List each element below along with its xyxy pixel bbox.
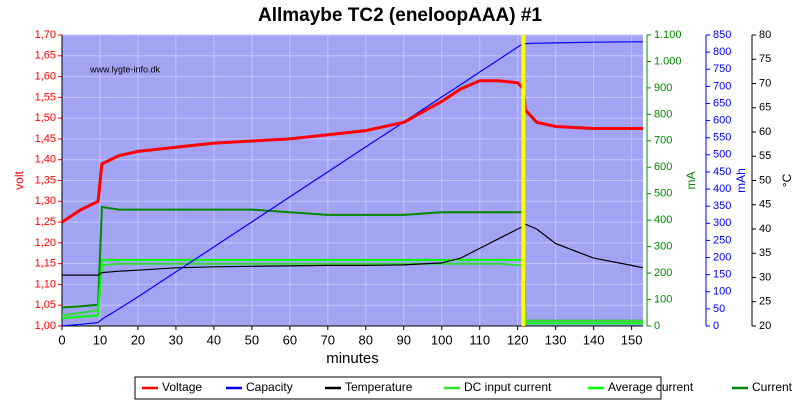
x-tick-label: 30: [169, 332, 183, 347]
mah-tick-label: 750: [713, 63, 731, 75]
x-tick-label: 90: [397, 332, 411, 347]
temp-tick-label: 60: [759, 126, 771, 138]
legend-label: Average current: [608, 380, 694, 394]
x-tick-label: 100: [431, 332, 453, 347]
temp-tick-label: 50: [759, 174, 771, 186]
x-tick-label: 60: [283, 332, 297, 347]
legend-label: Temperature: [345, 380, 413, 394]
mah-tick-label: 100: [713, 286, 731, 298]
mah-tick-label: 550: [713, 132, 731, 144]
watermark: www.lygte-info.dk: [89, 64, 161, 74]
chart-title: Allmaybe TC2 (eneloopAAA) #1: [258, 5, 542, 26]
y-tick-label: 1,55: [35, 91, 56, 103]
mah-tick-label: 450: [713, 166, 731, 178]
mah-tick-label: 400: [713, 183, 731, 195]
mah-tick-label: 300: [713, 217, 731, 229]
ma-tick-label: 800: [654, 108, 672, 120]
legend-label: DC input current: [464, 380, 552, 394]
mah-tick-label: 850: [713, 29, 731, 41]
series-line: [61, 262, 643, 322]
y3-axis-title: mAh: [734, 168, 748, 193]
ma-tick-label: 500: [654, 188, 672, 200]
ma-tick-label: 700: [654, 135, 672, 147]
mah-tick-label: 0: [713, 320, 719, 332]
legend-label: Voltage: [162, 380, 202, 394]
temp-tick-label: 65: [759, 102, 771, 114]
x-tick-label: 70: [321, 332, 335, 347]
y-tick-label: 1,70: [35, 29, 56, 41]
ma-tick-label: 0: [654, 320, 660, 332]
y-tick-label: 1,65: [35, 50, 56, 62]
temp-tick-label: 75: [759, 53, 771, 65]
ma-tick-label: 400: [654, 214, 672, 226]
mah-tick-label: 700: [713, 80, 731, 92]
temp-tick-label: 35: [759, 247, 771, 259]
temp-tick-label: 70: [759, 77, 771, 89]
ma-tick-label: 200: [654, 267, 672, 279]
y-tick-label: 1,15: [35, 258, 56, 270]
legend-box: [134, 376, 662, 400]
x-tick-label: 80: [359, 332, 373, 347]
x-axis-title: minutes: [326, 350, 379, 367]
ma-tick-label: 900: [654, 82, 672, 94]
mah-tick-label: 600: [713, 114, 731, 126]
legend-label: Current: [752, 380, 793, 394]
mah-tick-label: 650: [713, 97, 731, 109]
legend-label: Capacity: [246, 380, 293, 394]
temp-tick-label: 55: [759, 150, 771, 162]
mah-tick-label: 500: [713, 149, 731, 161]
ma-tick-label: 300: [654, 241, 672, 253]
ma-tick-label: 1.000: [654, 55, 682, 67]
x-tick-label: 0: [58, 332, 65, 347]
y-tick-label: 1,35: [35, 174, 56, 186]
x-tick-label: 150: [621, 332, 643, 347]
ma-tick-label: 1.100: [654, 29, 682, 41]
mah-tick-label: 200: [713, 251, 731, 263]
temp-tick-label: 20: [759, 320, 771, 332]
y-tick-label: 1,05: [35, 299, 56, 311]
y-axis-title: volt: [12, 171, 26, 190]
x-tick-label: 10: [93, 332, 107, 347]
y2-axis-title: mA: [684, 172, 698, 190]
y-tick-label: 1,10: [35, 278, 56, 290]
x-tick-label: 120: [507, 332, 529, 347]
mah-tick-label: 50: [713, 303, 725, 315]
x-tick-label: 20: [131, 332, 145, 347]
y-tick-label: 1,40: [35, 154, 56, 166]
y-tick-label: 1,60: [35, 70, 56, 82]
y-tick-label: 1,20: [35, 237, 56, 249]
x-tick-label: 40: [207, 332, 221, 347]
ma-tick-label: 600: [654, 161, 672, 173]
mah-tick-label: 150: [713, 269, 731, 281]
series-line: [61, 79, 643, 224]
mah-tick-label: 350: [713, 200, 731, 212]
y-tick-label: 1,50: [35, 112, 56, 124]
ma-tick-label: 100: [654, 293, 672, 305]
mah-tick-label: 800: [713, 46, 731, 58]
y-tick-label: 1,00: [35, 320, 56, 332]
y-tick-label: 1,45: [35, 133, 56, 145]
temp-tick-label: 80: [759, 29, 771, 41]
temp-tick-label: 30: [759, 271, 771, 283]
x-tick-label: 140: [583, 332, 605, 347]
temp-tick-label: 25: [759, 296, 771, 308]
x-tick-label: 130: [545, 332, 567, 347]
y-tick-label: 1,30: [35, 195, 56, 207]
series-line: [62, 223, 644, 276]
temp-tick-label: 40: [759, 223, 771, 235]
y-tick-label: 1,25: [35, 216, 56, 228]
x-tick-label: 110: [469, 332, 490, 347]
y4-axis-title: °C: [780, 173, 794, 187]
mah-tick-label: 250: [713, 234, 731, 246]
temp-tick-label: 45: [759, 199, 771, 211]
series-line: [61, 258, 643, 325]
x-tick-label: 50: [245, 332, 259, 347]
